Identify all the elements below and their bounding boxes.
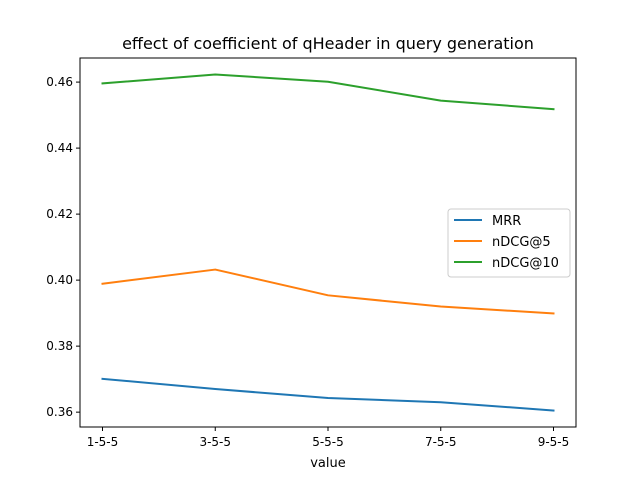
y-tick-label: 0.46 — [46, 75, 73, 89]
y-tick-label: 0.40 — [46, 273, 73, 287]
x-tick-label: 5-5-5 — [312, 435, 344, 449]
series-line-2 — [101, 73, 555, 111]
x-tick-label: 9-5-5 — [538, 435, 570, 449]
x-axis-label: value — [310, 456, 346, 471]
x-tick-label: 7-5-5 — [425, 435, 457, 449]
chart-title: effect of coefficient of qHeader in quer… — [122, 34, 534, 53]
x-axis: 1-5-5 3-5-5 5-5-5 7-5-5 9-5-5 — [87, 427, 570, 449]
x-tick-label: 3-5-5 — [199, 435, 231, 449]
legend-label-2: nDCG@10 — [492, 256, 559, 271]
x-tick-label: 1-5-5 — [87, 435, 119, 449]
legend-label-1: nDCG@5 — [492, 235, 551, 250]
series-line-1 — [101, 268, 555, 315]
legend: MRR nDCG@5 nDCG@10 — [447, 208, 571, 278]
y-tick-label: 0.42 — [46, 207, 73, 221]
legend-label-0: MRR — [492, 214, 521, 229]
y-tick-label: 0.36 — [46, 405, 73, 419]
series-line-0 — [101, 377, 555, 412]
legend-box — [447, 208, 571, 278]
y-tick-label: 0.44 — [46, 141, 73, 155]
plot-lines — [101, 73, 555, 412]
y-tick-label: 0.38 — [46, 339, 73, 353]
y-axis: 0.36 0.38 0.40 0.42 0.44 0.46 — [46, 75, 80, 419]
